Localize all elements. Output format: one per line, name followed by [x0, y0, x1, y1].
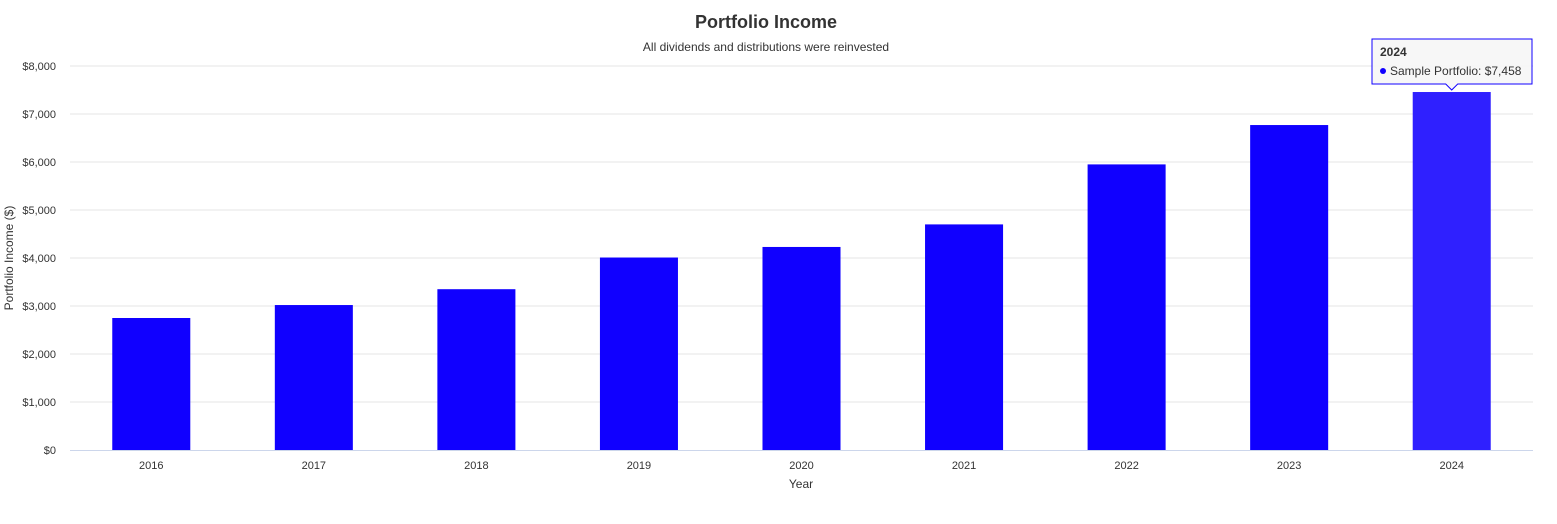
y-tick-label: $8,000 [22, 61, 56, 73]
x-tick-label: 2019 [627, 460, 651, 472]
x-tick-label: 2020 [789, 460, 813, 472]
tooltip-box [1371, 38, 1533, 91]
x-tick-label: 2024 [1439, 460, 1463, 472]
tooltip-title: 2024 [1380, 45, 1407, 59]
y-axis-title: Portfolio Income ($) [2, 206, 16, 311]
bar-2018[interactable] [437, 289, 516, 450]
x-tick-label: 2017 [302, 460, 326, 472]
y-tick-label: $4,000 [22, 253, 56, 265]
bar-2020[interactable] [762, 246, 841, 450]
x-axis-ticks: 2016 2017 2018 2019 2020 2021 2022 2023 2024 [139, 460, 1464, 472]
y-tick-label: $7,000 [22, 109, 56, 121]
tooltip: 2024 Sample Portfolio: $7,458 [1371, 38, 1533, 91]
bar-2017[interactable] [274, 305, 353, 450]
x-tick-label: 2023 [1277, 460, 1301, 472]
x-axis-title: Year [789, 477, 813, 491]
y-tick-label: $1,000 [22, 397, 56, 409]
y-tick-label: $5,000 [22, 205, 56, 217]
bar-2016[interactable] [112, 318, 191, 450]
chart-title: Portfolio Income [695, 12, 837, 32]
x-tick-label: 2021 [952, 460, 976, 472]
x-tick-label: 2018 [464, 460, 488, 472]
bar-2024[interactable] [1412, 92, 1491, 451]
y-tick-label: $2,000 [22, 349, 56, 361]
y-tick-label: $3,000 [22, 301, 56, 313]
bar-2019[interactable] [599, 257, 678, 450]
tooltip-series-dot [1380, 68, 1386, 74]
bar-2023[interactable] [1250, 125, 1329, 450]
x-tick-label: 2022 [1114, 460, 1138, 472]
tooltip-text: Sample Portfolio: $7,458 [1390, 64, 1522, 78]
y-tick-label: $6,000 [22, 157, 56, 169]
bars [112, 92, 1491, 451]
y-axis-ticks: $0 $1,000 $2,000 $3,000 $4,000 $5,000 $6,000 $7… [22, 61, 56, 457]
y-tick-label: $0 [44, 445, 56, 457]
chart-subtitle: All dividends and distributions were rei… [643, 40, 889, 54]
bar-2021[interactable] [925, 224, 1004, 450]
bar-2022[interactable] [1087, 164, 1166, 450]
x-tick-label: 2016 [139, 460, 163, 472]
